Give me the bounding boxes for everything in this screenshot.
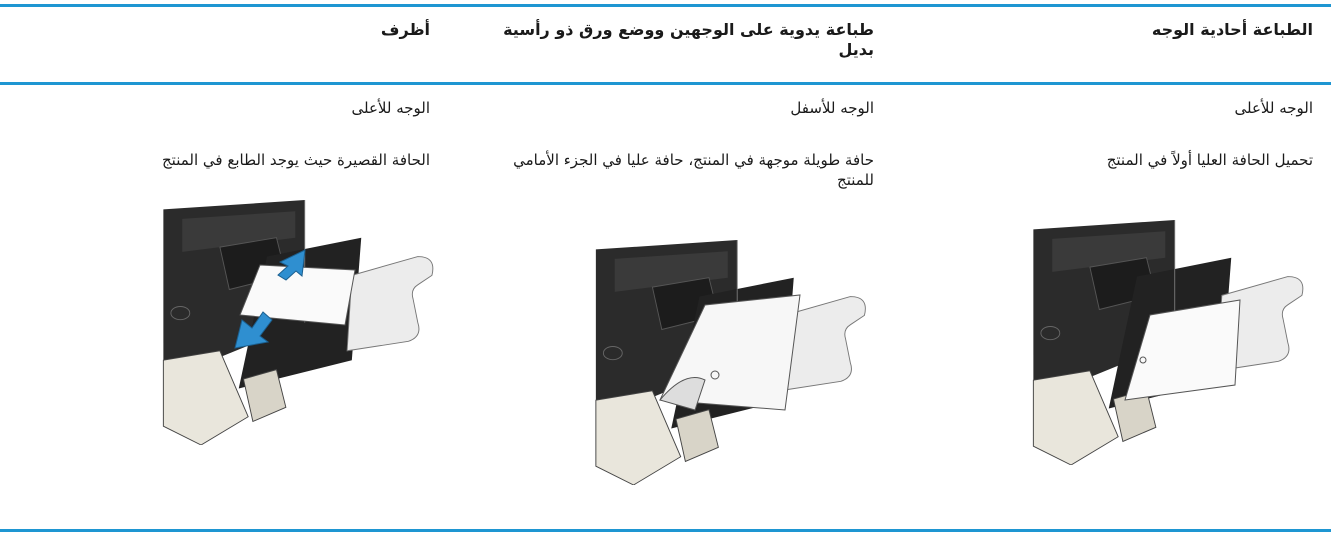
bottom-rule [0,529,1331,532]
tray-illustration [595,240,866,485]
tray-illustration [162,200,434,445]
cell-text: الوجه للأسفل [790,99,874,117]
column-header: الطباعة أحادية الوجه [1151,20,1313,39]
column-header: أظرف [380,20,430,39]
cell-text: الوجه للأعلى [351,99,430,117]
cell-text: الوجه للأعلى [1234,99,1313,117]
top-rule [0,4,1331,7]
header-rule [0,82,1331,85]
tray-illustration [1032,220,1304,465]
cell-text: حافة طويلة موجهة في المنتج، حافة عليا في… [513,151,874,189]
cell-text: تحميل الحافة العليا أولاً في المنتج [1106,151,1313,169]
column-header: طباعة يدوية على الوجهين ووضع ورق ذو رأسي… [503,20,874,59]
cell-text: الحافة القصيرة حيث يوجد الطابع في المنتج [162,151,430,169]
